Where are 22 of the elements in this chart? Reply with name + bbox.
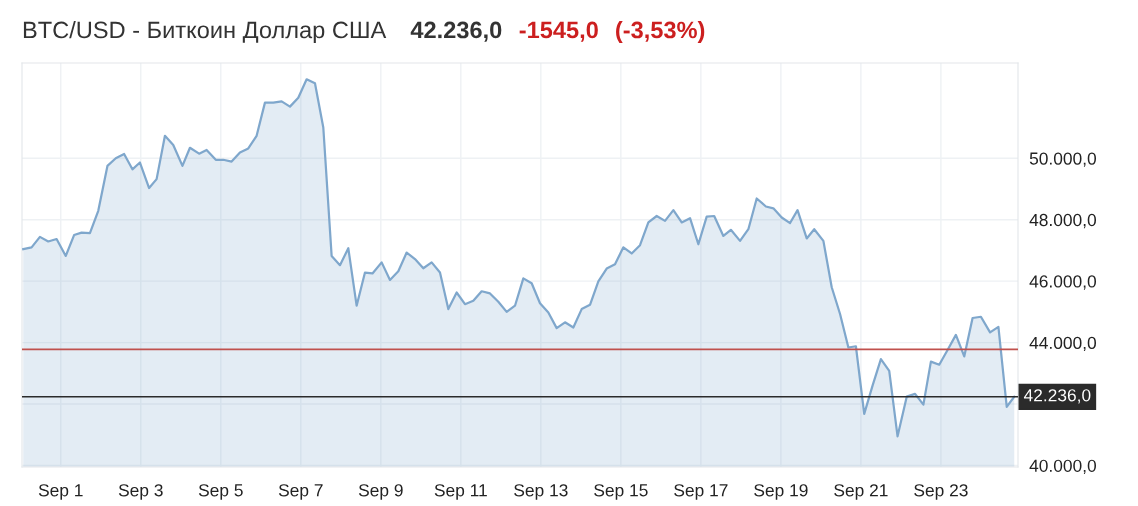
x-tick-label: Sep 9	[358, 484, 403, 500]
text: (-3,53%)	[616, 21, 705, 43]
x-tick-label: Sep 15	[594, 484, 648, 500]
x-tick-label: Sep 5	[198, 484, 243, 500]
ref-line-label: 42.236,0	[1023, 389, 1091, 404]
x-tick-label: Sep 1	[38, 484, 83, 500]
x-tick-label: Sep 11	[434, 484, 487, 500]
x-tick-label: Sep 3	[118, 484, 163, 500]
text: -1545,0	[519, 21, 598, 42]
y-tick-label: 48.000,0	[1029, 213, 1097, 229]
x-tick-label: Sep 13	[514, 484, 568, 500]
x-tick-label: Sep 17	[674, 484, 728, 500]
text: 42.236,0	[410, 21, 502, 42]
x-tick-label: Sep 21	[834, 484, 888, 500]
x-tick-label: Sep 7	[278, 484, 323, 500]
x-tick-label: Sep 23	[914, 484, 968, 500]
y-tick-label: 44.000,0	[1029, 336, 1097, 352]
y-tick-label: 46.000,0	[1029, 275, 1097, 290]
y-tick-label: 40.000,0	[1029, 459, 1097, 474]
x-tick-label: Sep 19	[754, 484, 808, 500]
y-tick-label: 50.000,0	[1029, 152, 1097, 167]
chart-title: BTC/USD - Биткоин Доллар США	[23, 21, 387, 43]
